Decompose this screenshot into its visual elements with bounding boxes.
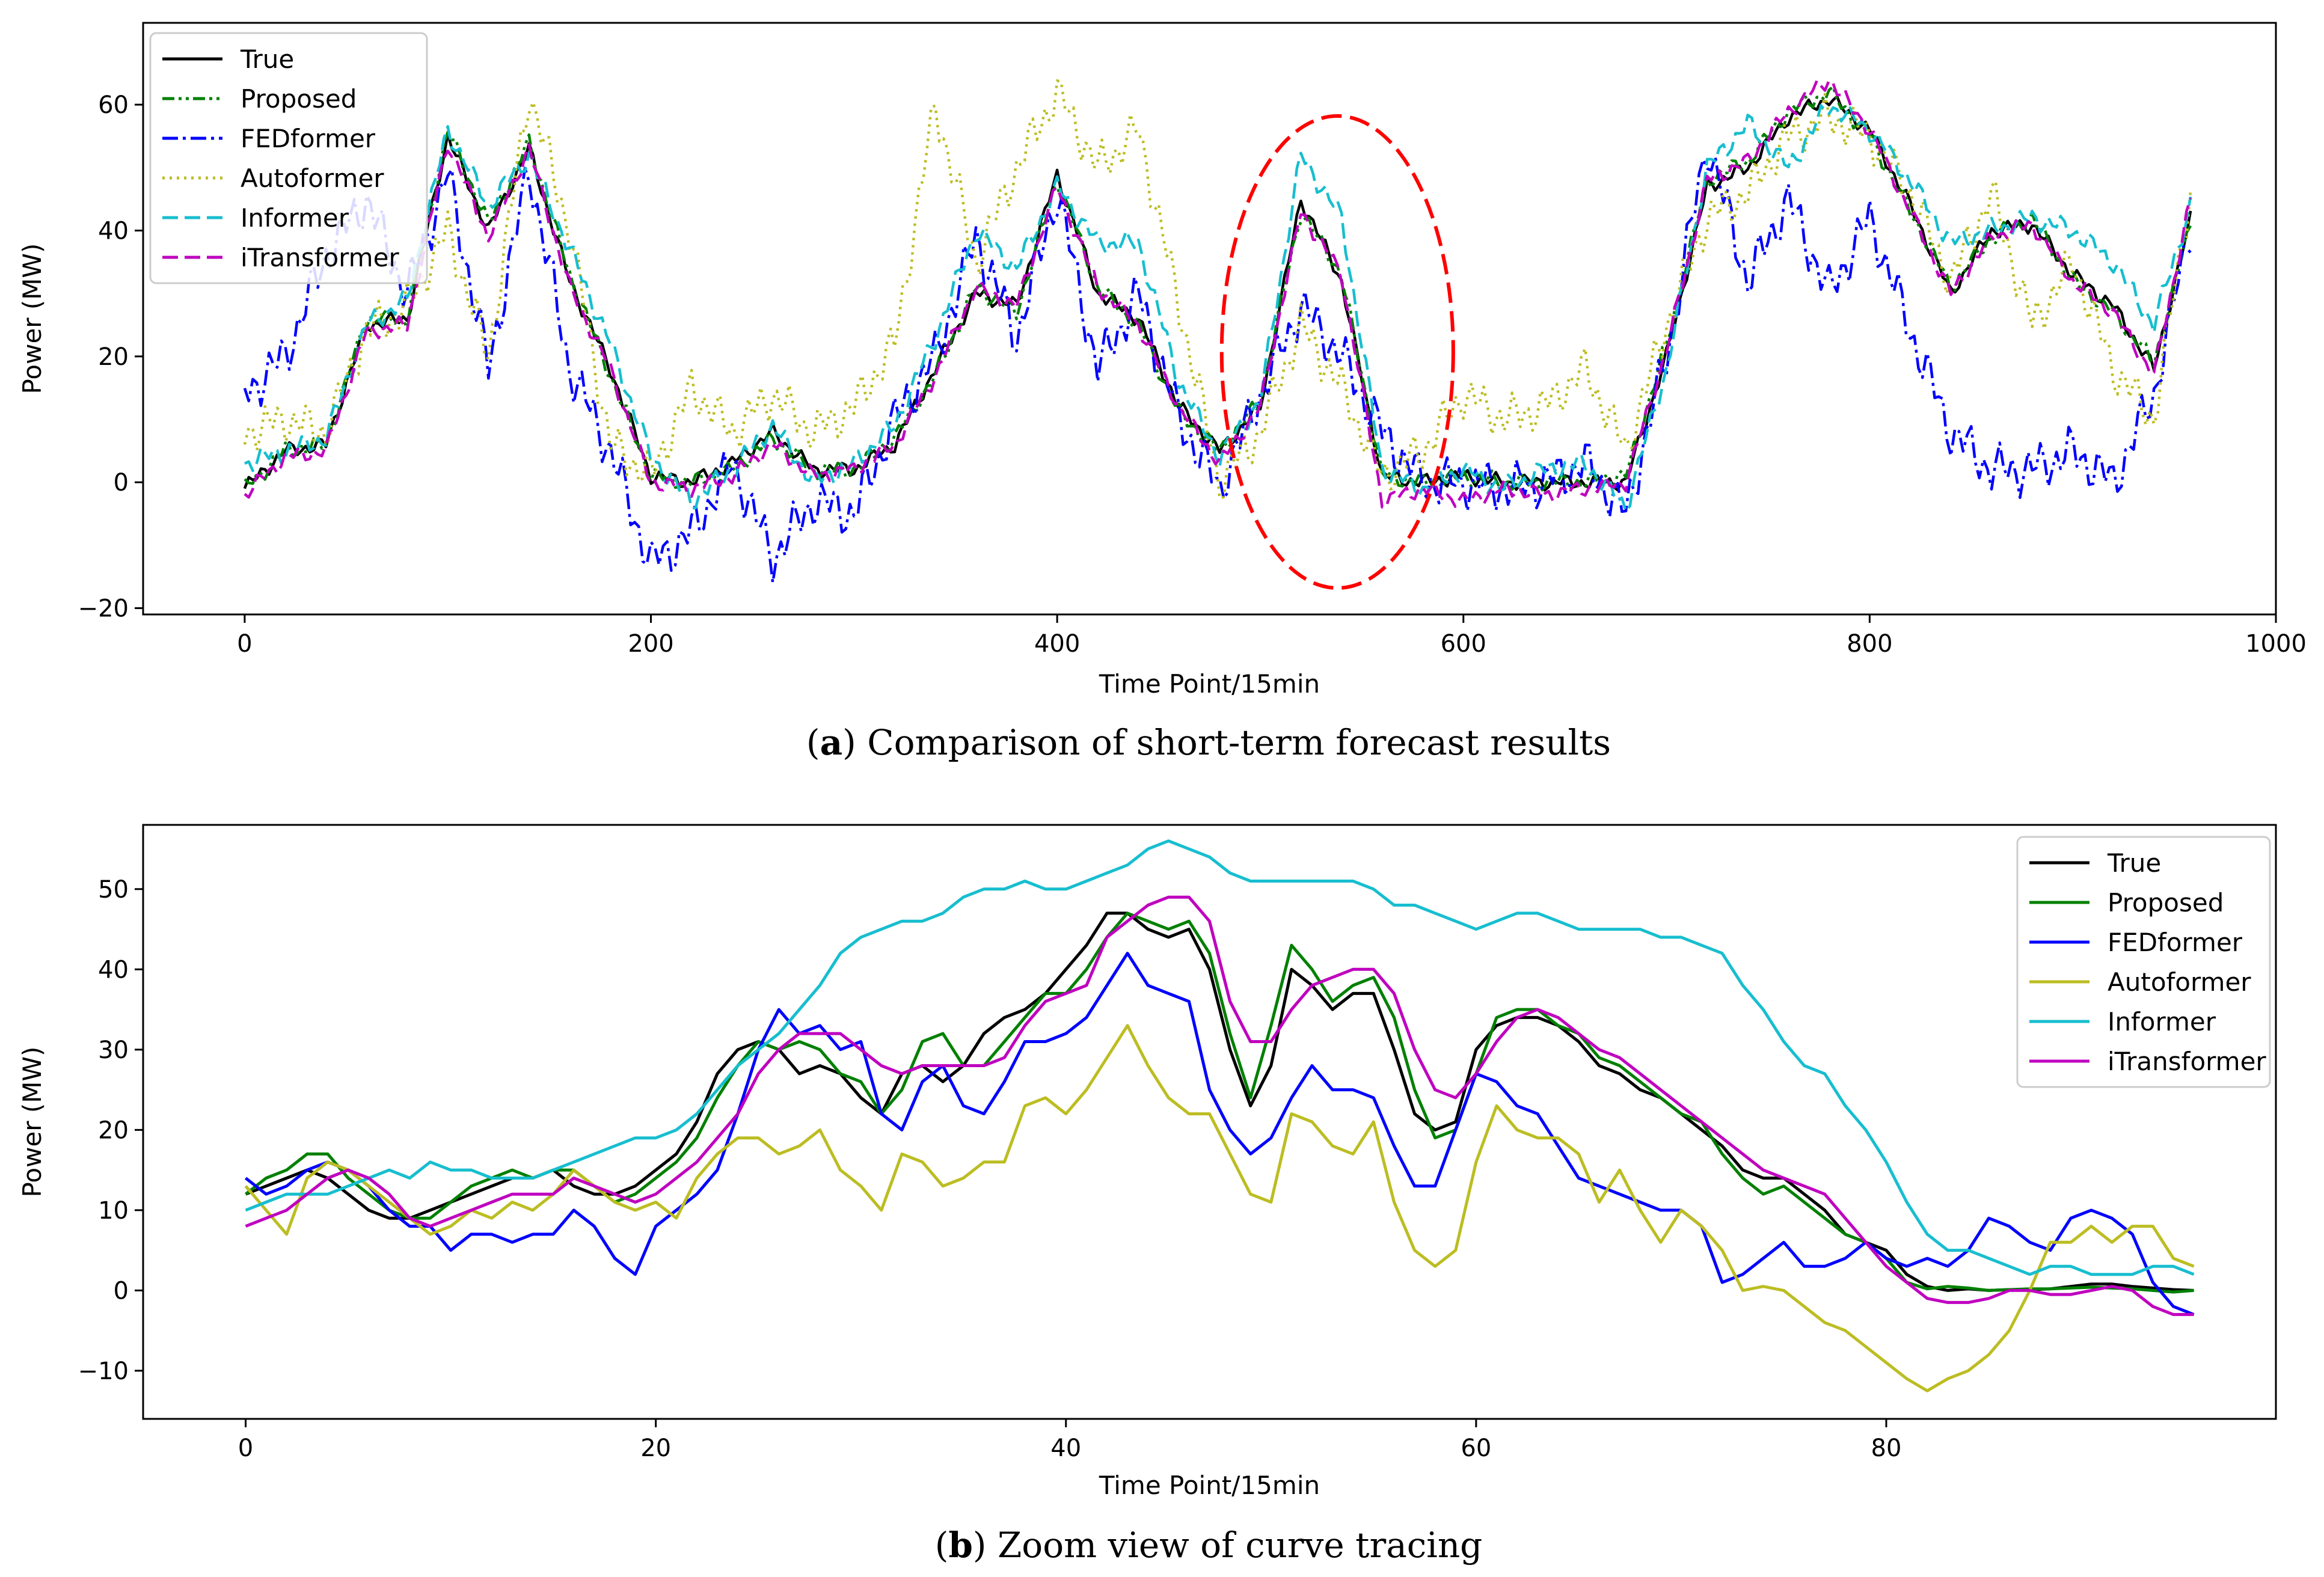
y-tick-label: −20 xyxy=(78,595,129,623)
x-tick-label: 400 xyxy=(1034,630,1080,658)
legend-label-autoformer: Autoformer xyxy=(241,164,384,193)
x-tick-label: 600 xyxy=(1441,630,1486,658)
highlight-ellipse xyxy=(1219,114,1455,590)
legend-label-true: True xyxy=(240,44,294,74)
y-tick-label: 60 xyxy=(98,91,129,119)
y-tick-label: 20 xyxy=(98,343,129,371)
legend-box xyxy=(149,32,428,284)
panel-a-y-axis-label: Power (MW) xyxy=(17,243,47,394)
legend-label-proposed: Proposed xyxy=(2108,888,2224,917)
panel-b-y-axis-label: Power (MW) xyxy=(17,1047,47,1198)
legend-label-autoformer: Autoformer xyxy=(2108,967,2251,997)
panel-b-caption-letter: b xyxy=(948,1525,973,1566)
x-tick-label: 80 xyxy=(1871,1435,1902,1462)
panel-a-caption-text: Comparison of short-term forecast result… xyxy=(867,722,1611,763)
panel-a-chart: 0 200 400 600 800 1000 −20 0 20 40 60 Time Point/1… xyxy=(17,22,2307,763)
legend-label-informer: Informer xyxy=(241,203,349,233)
y-tick-label: 50 xyxy=(98,876,129,904)
y-tick-label: 40 xyxy=(98,217,129,245)
series-line-fedformer xyxy=(243,155,2192,584)
legend-label-fedformer: FEDformer xyxy=(241,124,376,153)
series-line-informer xyxy=(244,104,2192,513)
x-tick-label: 40 xyxy=(1050,1435,1081,1462)
y-tick-label: 0 xyxy=(114,1277,129,1305)
panel-b-plot-area: 0 20 40 60 80 −10 0 10 20 30 40 50 xyxy=(78,824,2277,1462)
legend-label-proposed: Proposed xyxy=(241,84,357,114)
y-tick-label: 20 xyxy=(98,1116,129,1144)
panel-a-caption: (a) Comparison of short-term forecast re… xyxy=(806,722,1611,763)
legend-label-true: True xyxy=(2107,848,2161,878)
panel-a-legend: True Proposed FEDformer Autoformer Informer i… xyxy=(149,32,428,284)
series-group xyxy=(244,839,2195,1392)
series-line-itransformer xyxy=(244,79,2192,509)
x-tick-label: 0 xyxy=(238,1435,253,1462)
y-tick-label: 40 xyxy=(98,956,129,984)
series-group xyxy=(243,79,2192,584)
y-tick-label: 0 xyxy=(114,469,129,497)
panel-b-caption-text: Zoom view of curve tracing xyxy=(998,1525,1482,1566)
x-tick-label: 1000 xyxy=(2245,630,2307,658)
y-tick-label: −10 xyxy=(78,1358,129,1385)
panel-a-plot-area: 0 200 400 600 800 1000 −20 0 20 40 60 xyxy=(78,22,2307,658)
series-line-itransformer xyxy=(245,895,2194,1316)
y-tick-label: 10 xyxy=(98,1197,129,1225)
series-line-autoformer xyxy=(244,1024,2195,1392)
plot-frame xyxy=(142,22,2277,616)
plot-frame xyxy=(142,824,2277,1420)
panel-b-legend: True Proposed FEDformer Autoformer Informer i… xyxy=(2016,836,2271,1088)
x-tick-label: 60 xyxy=(1461,1435,1491,1462)
panel-a-x-axis-label: Time Point/15min xyxy=(1099,669,1320,699)
y-tick-label: 30 xyxy=(98,1037,129,1064)
panel-a-caption-letter: a xyxy=(820,722,843,763)
x-tick-label: 800 xyxy=(1847,630,1892,658)
x-tick-label: 200 xyxy=(628,630,673,658)
legend-label-informer: Informer xyxy=(2108,1007,2216,1037)
panel-b-chart: 0 20 40 60 80 −10 0 10 20 30 40 50 Time Point/15min… xyxy=(17,824,2277,1566)
series-line-informer xyxy=(245,839,2195,1276)
legend-label-fedformer: FEDformer xyxy=(2108,928,2243,957)
series-line-autoformer xyxy=(243,79,2192,500)
legend-box xyxy=(2016,836,2271,1088)
x-tick-label: 0 xyxy=(237,630,252,658)
x-tick-label: 20 xyxy=(640,1435,671,1462)
panel-b-x-axis-label: Time Point/15min xyxy=(1099,1471,1320,1500)
panel-b-caption: (b) Zoom view of curve tracing xyxy=(935,1525,1483,1566)
legend-label-itransformer: iTransformer xyxy=(241,243,399,272)
legend-label-itransformer: iTransformer xyxy=(2108,1047,2266,1076)
